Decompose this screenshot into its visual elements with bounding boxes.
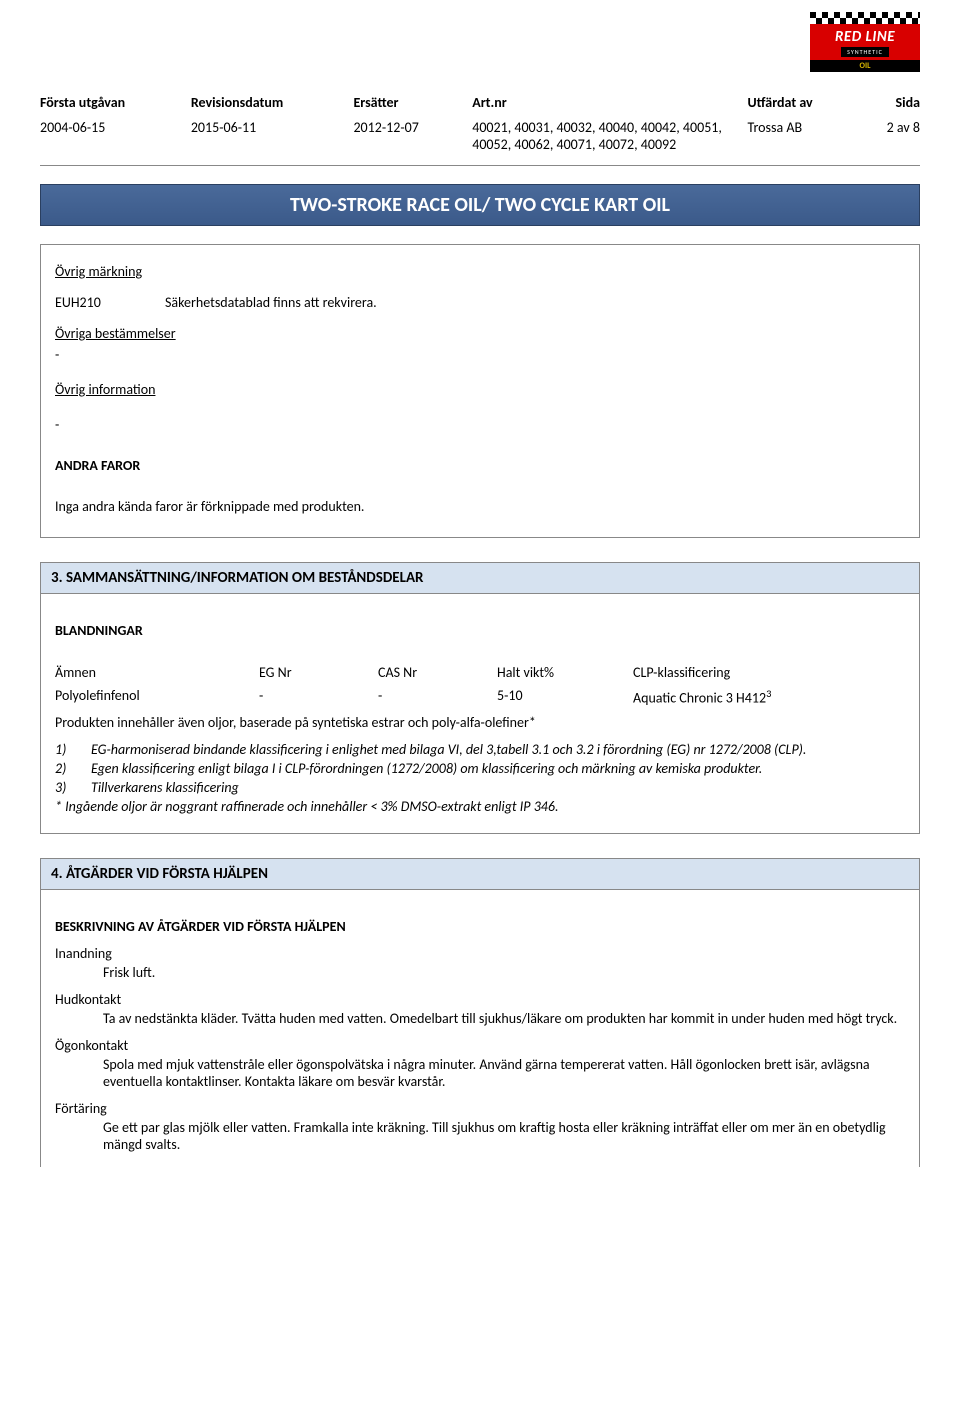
ing-pct: 5-10 [497, 684, 633, 710]
other-hazards-heading: ANDRA FAROR [55, 457, 905, 474]
hdr-col-rev: Revisionsdatum [191, 90, 354, 115]
other-provisions-heading: Övriga bestämmelser [55, 325, 905, 342]
logo-brand-text: RED LINE [835, 28, 895, 46]
brand-logo: RED LINE SYNTHETIC OIL [810, 12, 920, 72]
note-2-num: 2) [55, 760, 91, 777]
note-3-num: 3) [55, 779, 91, 796]
ingestion-label: Förtäring [55, 1100, 905, 1117]
hdr-col-first: Första utgåvan [40, 90, 191, 115]
hdr-val-page: 2 av 8 [866, 115, 920, 157]
skin-label: Hudkontakt [55, 991, 905, 1008]
skin-text: Ta av nedstänkta kläder. Tvätta huden me… [103, 1010, 905, 1027]
hdr-val-first: 2004-06-15 [40, 115, 191, 157]
first-aid-desc-heading: BESKRIVNING AV ÅTGÄRDER VID FÖRSTA HJÄLP… [55, 918, 905, 935]
doc-header-table: Första utgåvan Revisionsdatum Ersätter A… [40, 90, 920, 157]
hdr-val-artnr: 40021, 40031, 40032, 40040, 40042, 40051… [472, 115, 747, 157]
first-aid-eye: Ögonkontakt Spola med mjuk vattenstråle … [55, 1037, 905, 1090]
eye-text: Spola med mjuk vattenstråle eller ögonsp… [103, 1056, 905, 1090]
section-3-header: 3. SAMMANSÄTTNING/INFORMATION OM BESTÅND… [40, 562, 920, 594]
note-3-text: Tillverkarens klassificering [91, 779, 239, 796]
ing-col-eg: EG Nr [259, 661, 378, 684]
asterisk-note: * Ingående oljor är noggrant raffinerade… [55, 798, 905, 815]
note-2-text: Egen klassificering enligt bilaga I i CL… [91, 760, 762, 777]
section-3-body: BLANDNINGAR Ämnen EG Nr CAS Nr Halt vikt… [40, 594, 920, 834]
hdr-val-issued: Trossa AB [748, 115, 866, 157]
ing-name: Polyolefinfenol [55, 684, 259, 710]
logo-red-banner: RED LINE SYNTHETIC [810, 24, 920, 60]
other-provisions-dash: - [55, 346, 905, 363]
other-info-dash: - [55, 416, 905, 433]
first-aid-ingestion: Förtäring Ge ett par glas mjölk eller va… [55, 1100, 905, 1153]
hdr-col-page: Sida [866, 90, 920, 115]
section-4-header: 4. ÅTGÄRDER VID FÖRSTA HJÄLPEN [40, 858, 920, 890]
note-1-text: EG-harmoniserad bindande klassificering … [91, 741, 806, 758]
hdr-col-artnr: Art.nr [472, 90, 747, 115]
classification-notes: 1) EG-harmoniserad bindande klassificeri… [55, 741, 905, 815]
first-aid-skin: Hudkontakt Ta av nedstänkta kläder. Tvät… [55, 991, 905, 1027]
section-4-body: BESKRIVNING AV ÅTGÄRDER VID FÖRSTA HJÄLP… [40, 890, 920, 1167]
hdr-col-replaces: Ersätter [353, 90, 472, 115]
hdr-val-rev: 2015-06-11 [191, 115, 354, 157]
other-hazards-body: Inga andra kända faror är förknippade me… [55, 498, 905, 515]
note-3: 3) Tillverkarens klassificering [55, 779, 905, 796]
ing-eg: - [259, 684, 378, 710]
mixtures-heading: BLANDNINGAR [55, 622, 905, 639]
section-2-continuation: Övrig märkning EUH210 Säkerhetsdatablad … [40, 244, 920, 538]
other-info-heading: Övrig information [55, 381, 905, 398]
inhalation-label: Inandning [55, 945, 905, 962]
euh-code: EUH210 [55, 294, 165, 311]
eye-label: Ögonkontakt [55, 1037, 905, 1054]
euh-text: Säkerhetsdatablad finns att rekvirera. [165, 294, 377, 311]
hdr-val-replaces: 2012-12-07 [353, 115, 472, 157]
note-1-num: 1) [55, 741, 91, 758]
note-2: 2) Egen klassificering enligt bilaga I i… [55, 760, 905, 777]
first-aid-inhalation: Inandning Frisk luft. [55, 945, 905, 981]
logo-sub-text: SYNTHETIC [841, 47, 889, 57]
ingestion-text: Ge ett par glas mjölk eller vatten. Fram… [103, 1119, 905, 1153]
ingredients-table: Ämnen EG Nr CAS Nr Halt vikt% CLP-klassi… [55, 661, 905, 710]
inhalation-text: Frisk luft. [103, 964, 905, 981]
ing-col-pct: Halt vikt% [497, 661, 633, 684]
ing-clp: Aquatic Chronic 3 H4123 [633, 684, 905, 710]
ing-col-cas: CAS Nr [378, 661, 497, 684]
ing-clp-text: Aquatic Chronic 3 H412 [633, 690, 766, 707]
other-marking-heading: Övrig märkning [55, 263, 905, 280]
ing-col-clp: CLP-klassificering [633, 661, 905, 684]
ing-col-name: Ämnen [55, 661, 259, 684]
product-composition-note: Produkten innehåller även oljor, baserad… [55, 714, 905, 731]
logo-checker [810, 12, 920, 24]
ing-cas: - [378, 684, 497, 710]
document-title-bar: TWO-STROKE RACE OIL/ TWO CYCLE KART OIL [40, 184, 920, 226]
ingredient-row: Polyolefinfenol - - 5-10 Aquatic Chronic… [55, 684, 905, 710]
note-1: 1) EG-harmoniserad bindande klassificeri… [55, 741, 905, 758]
euh-row: EUH210 Säkerhetsdatablad finns att rekvi… [55, 294, 905, 311]
header-rule [40, 165, 920, 166]
logo-oil-text: OIL [810, 60, 920, 72]
ing-clp-sup: 3 [766, 687, 771, 700]
hdr-col-issued: Utfärdat av [748, 90, 866, 115]
